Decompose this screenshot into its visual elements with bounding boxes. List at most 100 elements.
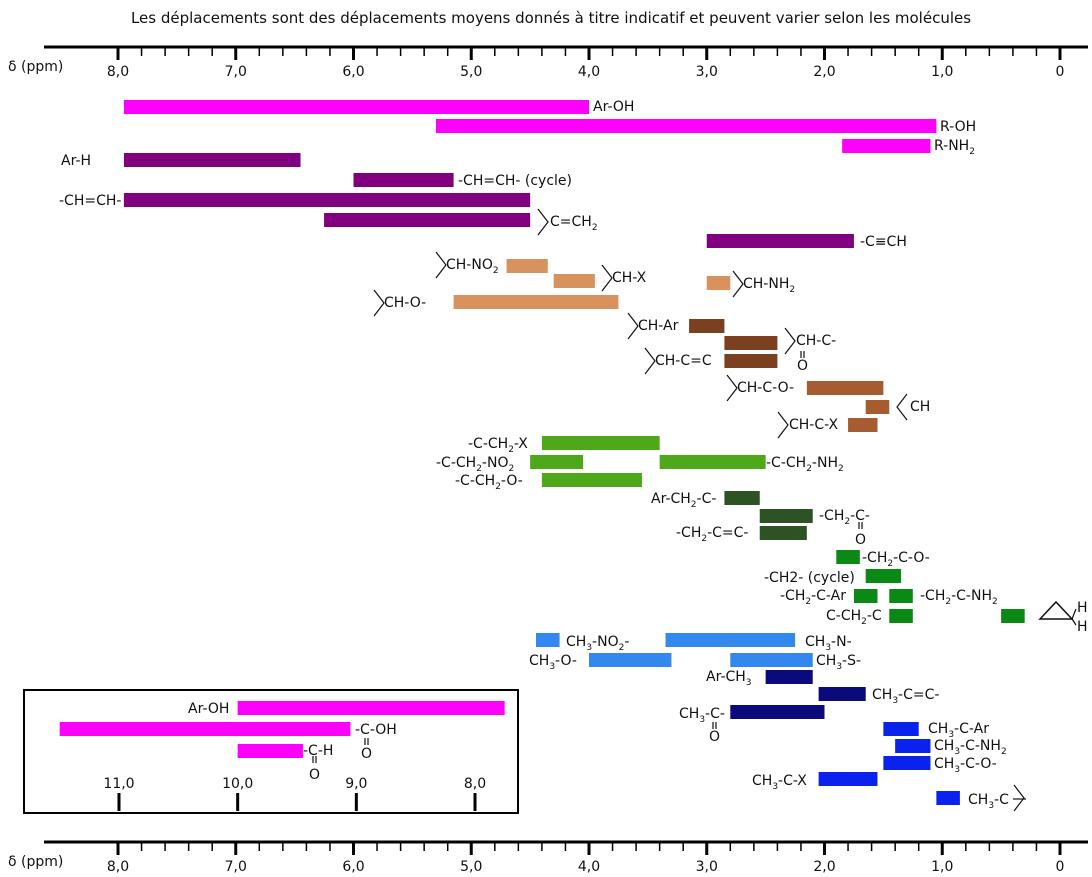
shift-bar <box>506 259 548 273</box>
shift-bar <box>536 633 560 647</box>
shift-bar <box>895 739 931 753</box>
bond-ch-cycloalkyl <box>896 393 908 421</box>
bond-ch-c-c <box>644 347 656 375</box>
label-ch-x: CH-X <box>612 270 647 286</box>
shift-bar <box>853 589 878 603</box>
label-cyclopropane-h2: H <box>1077 619 1088 635</box>
shift-bars <box>123 100 1025 805</box>
shift-bar <box>659 455 766 469</box>
inset-label-cho: -C-H <box>303 743 333 759</box>
label-ch3-s: CH3-S- <box>816 653 861 672</box>
tick-label: 1,0 <box>931 64 953 80</box>
axis-label-top: δ (ppm) <box>8 59 63 75</box>
label-o-1: O <box>797 358 808 374</box>
tick-label: 8,0 <box>107 64 129 80</box>
shift-bar <box>842 139 931 153</box>
shift-bar <box>435 119 937 133</box>
label-ch3-n: CH3-N- <box>805 634 852 653</box>
tick-label: 3,0 <box>696 859 718 875</box>
shift-bar <box>889 589 913 603</box>
shift-bar <box>730 705 825 719</box>
group-labels: Ar-OH R-OH R-NH2 Ar-H -CH=CH- (cycle) -C… <box>59 99 1088 811</box>
label-ch-c-o: CH-C-O- <box>737 380 794 396</box>
shift-bar <box>589 653 672 667</box>
label-ch-ch: -CH=CH- <box>59 193 121 209</box>
shift-bar <box>541 473 642 487</box>
ppm-axis-bottom: 8,0 7,0 6,0 5,0 4,0 3,0 2,0 1,0 0 <box>44 840 1088 875</box>
tick-label: 0 <box>1056 859 1065 875</box>
bond-ch-ar <box>627 312 639 340</box>
shift-bar <box>724 354 778 368</box>
bond-ch-nh2 <box>732 270 744 298</box>
shift-bar <box>453 295 619 309</box>
tick-label: 2,0 <box>813 64 835 80</box>
label-ch-ch-cycle: -CH=CH- (cycle) <box>458 173 572 189</box>
label-r-nh2: R-NH2 <box>934 138 975 157</box>
label-ch3-o: CH3-O- <box>529 653 577 672</box>
bond-ch-o <box>373 289 385 317</box>
label-ch2-c-c: -CH2-C=C- <box>676 525 748 544</box>
shift-bar <box>541 436 660 450</box>
tick-label: 7,0 <box>225 64 247 80</box>
label-ch-c-x: CH-C-X <box>789 417 838 433</box>
axis-label-bottom: δ (ppm) <box>8 854 63 870</box>
label-c-ch2-o: -C-CH2-O- <box>455 473 523 492</box>
label-alkyne: -C≡CH <box>860 234 907 250</box>
inset-tick-label: 8,0 <box>464 776 486 792</box>
label-ch3-c-ar: CH3-C-Ar <box>928 721 989 740</box>
tick-label: 2,0 <box>813 859 835 875</box>
label-ch2-c-ar: -CH2-C-Ar <box>780 588 846 607</box>
label-ch3-c-o: CH3-C-O- <box>934 756 997 775</box>
label-o-2: O <box>855 532 866 548</box>
shift-bar <box>724 491 760 505</box>
bond-ch-x <box>601 264 613 292</box>
label-ch3-c-nh2: CH3-C-NH2 <box>934 738 1007 757</box>
bond-c-ch2 <box>537 208 549 236</box>
inset-tick-label: 9,0 <box>345 776 367 792</box>
shift-bar <box>806 381 884 395</box>
tick-label: 8,0 <box>107 859 129 875</box>
label-ch2-c-o: -CH2-C-O- <box>862 550 930 569</box>
label-ch-o: CH-O- <box>384 295 426 311</box>
inset-shift-bar <box>237 744 303 758</box>
shift-bar <box>865 569 902 583</box>
shift-bar <box>759 509 813 523</box>
label-ch2-cycle: -CH2- (cycle) <box>764 570 855 586</box>
label-ch3-c-alkyl: CH3-C <box>968 792 1009 811</box>
inset-tick-label: 10,0 <box>222 776 253 792</box>
tick-label: 7,0 <box>225 859 247 875</box>
shift-bar <box>765 670 813 684</box>
tick-label: 6,0 <box>342 859 364 875</box>
shift-bar <box>123 193 531 207</box>
label-ch-nh2: CH-NH2 <box>743 276 795 295</box>
inset-shift-bar <box>237 701 505 715</box>
label-c-ch2-c: C-CH2-C <box>826 608 882 627</box>
tick-label: 5,0 <box>460 859 482 875</box>
shift-bar <box>324 213 531 227</box>
label-c-ch2-no2: -C-CH2-NO2 <box>436 455 514 474</box>
chart-caption: Les déplacements sont des déplacements m… <box>131 9 971 27</box>
label-ch2-c-carbonyl: -CH2-C- <box>819 508 870 527</box>
shift-bar <box>936 791 960 805</box>
shift-bar <box>530 455 584 469</box>
shift-bar <box>889 609 913 623</box>
label-ch-cycloalkyl: CH <box>910 399 930 415</box>
bond-ch-c-o <box>726 374 738 402</box>
tick-label: 0 <box>1056 64 1065 80</box>
shift-bar <box>123 153 301 167</box>
tick-label: 1,0 <box>931 859 953 875</box>
label-ch-c-c: CH-C=C <box>655 353 712 369</box>
shift-bar <box>883 756 931 770</box>
label-ch3-c-carbonyl: CH3-C- <box>679 706 725 725</box>
ppm-axis-top: 8,0 7,0 6,0 5,0 4,0 3,0 2,0 1,0 0 <box>44 45 1088 80</box>
tick-label: 6,0 <box>342 64 364 80</box>
tick-label: 4,0 <box>578 859 600 875</box>
bond-strokes <box>312 208 1077 812</box>
inset-label-o-1: O <box>361 746 372 762</box>
inset-frame <box>23 689 519 814</box>
shift-bar <box>759 526 807 540</box>
shift-bar <box>706 276 731 290</box>
shift-bar <box>836 550 860 564</box>
label-c-ch2-x: -C-CH2-X <box>468 436 528 455</box>
